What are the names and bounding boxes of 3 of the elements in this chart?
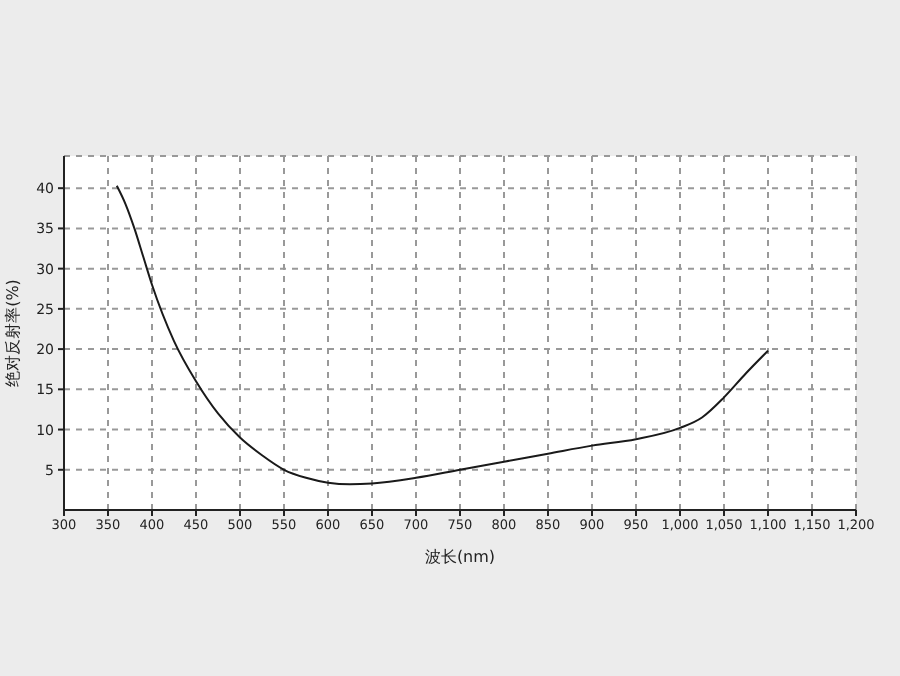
x-axis-title: 波长(nm) bbox=[424, 548, 496, 566]
line-series bbox=[115, 184, 769, 486]
y-axis-title: 绝对反射率(%) bbox=[3, 279, 22, 387]
